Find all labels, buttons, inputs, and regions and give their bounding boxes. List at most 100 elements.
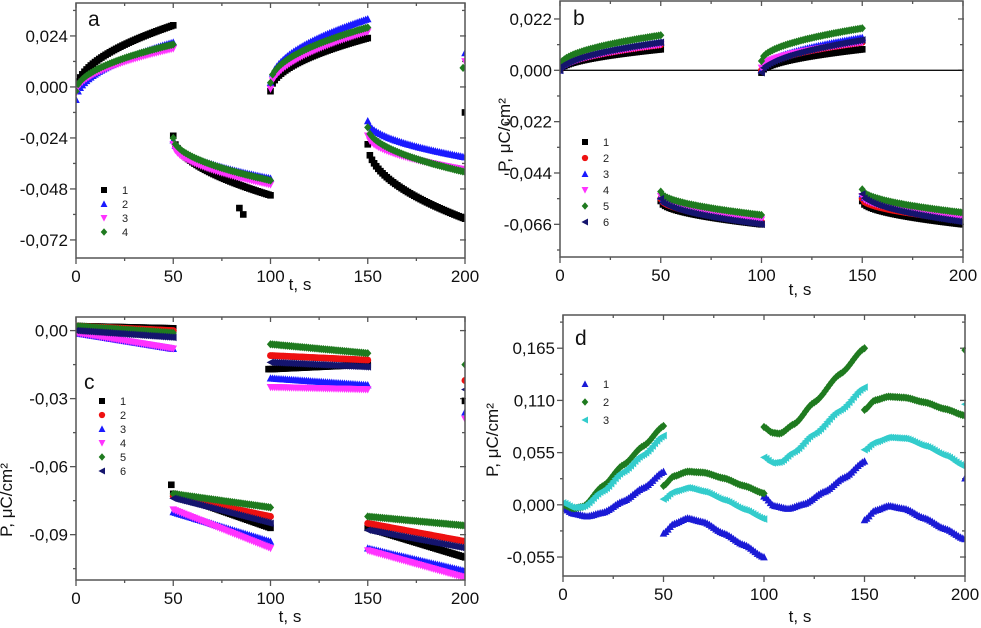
data-point-series-6: [169, 333, 177, 342]
data-point-series-6: [461, 546, 465, 551]
legend-label-6: 6: [120, 466, 126, 478]
data-point-series-4: [169, 133, 177, 143]
panel-d-axes: 0 50 100 150 200 0,165 0,110 0,055 0,000 -0,055: [507, 315, 979, 604]
data-point-series-2: [860, 344, 869, 353]
data-point-series-1: [657, 46, 665, 53]
data-point-series-1: [461, 215, 465, 222]
data-point-series-1: [236, 204, 243, 212]
legend-label-4: 4: [603, 185, 609, 197]
data-point-series-2: [76, 95, 80, 103]
legend-marker-1: [101, 187, 107, 193]
x-tick-label: 150: [354, 589, 382, 608]
data-point-series-3: [461, 408, 465, 416]
legend-marker-3: [100, 215, 108, 222]
data-point-series-1: [760, 553, 768, 561]
data-point-series-4: [363, 386, 372, 394]
legend-label-4: 4: [120, 438, 126, 450]
x-tick-label: 100: [256, 589, 284, 608]
y-tick-label: -0,048: [20, 180, 68, 199]
legend-marker-2: [581, 398, 589, 406]
data-point-series-4: [266, 544, 275, 553]
panel-d-frame: [562, 314, 966, 577]
y-tick-label: 0,024: [25, 27, 68, 46]
panel-c-ylabel: P, μC/cm²: [0, 463, 16, 537]
panel-c-xlabel: t, s: [279, 607, 302, 626]
panel-d-letter: d: [575, 327, 587, 350]
panel-a-letter: a: [88, 8, 100, 31]
legend-marker-5: [98, 453, 106, 461]
legend-label-3: 3: [603, 169, 609, 181]
panel-a-xlabel: t, s: [289, 275, 312, 294]
panel-b-frame: [559, 0, 964, 258]
legend-label-2: 2: [603, 153, 609, 165]
legend-marker-4: [581, 187, 589, 194]
y-tick-label: -0,044: [504, 164, 552, 183]
legend-marker-6: [581, 218, 588, 226]
data-point-series-1: [364, 141, 372, 148]
data-point-series-6: [858, 190, 866, 198]
y-tick-label: 0,000: [25, 78, 68, 97]
y-tick-label: -0,055: [507, 548, 555, 567]
data-point-series-1: [461, 109, 465, 116]
series-3: [563, 383, 965, 523]
data-point-series-4: [364, 23, 372, 32]
x-tick-label: 50: [654, 585, 673, 604]
panel-c-letter: c: [84, 371, 95, 394]
data-point-series-5: [657, 31, 665, 40]
legend-marker-1: [581, 380, 589, 387]
data-point-series-4: [364, 123, 372, 132]
data-point-series-1: [659, 467, 668, 475]
x-tick-label: 200: [951, 585, 979, 604]
data-point-series-2: [461, 48, 465, 57]
series-6: [560, 36, 963, 229]
legend-marker-2: [98, 411, 106, 419]
x-tick-label: 50: [651, 266, 670, 285]
x-tick-label: 200: [949, 266, 977, 285]
data-point-series-1: [267, 524, 274, 532]
y-tick-label: -0,072: [20, 231, 68, 250]
legend-label-2: 2: [603, 397, 609, 409]
legend-marker-2: [100, 200, 108, 207]
legend-label-6: 6: [603, 217, 609, 229]
data-point-series-1: [168, 481, 175, 489]
data-point-series-6: [656, 194, 665, 203]
x-tick-label: 200: [451, 267, 479, 286]
panel-b-ylabel-group: P, μC/cm²: [495, 98, 514, 172]
data-point-series-2: [760, 489, 768, 498]
x-tick-label: 0: [71, 589, 80, 608]
y-tick-label: -0,024: [20, 129, 68, 148]
legend-marker-6: [98, 467, 105, 475]
data-point-series-6: [858, 36, 866, 44]
data-point-series-4: [169, 345, 178, 353]
data-point-series-4: [461, 574, 465, 580]
legend-marker-3: [98, 425, 106, 432]
panel-b-legend: 1 2 3 4 5 6: [581, 137, 609, 229]
legend-label-4: 4: [122, 227, 128, 239]
data-point-series-1: [265, 365, 272, 373]
y-tick-label: 0,110: [514, 391, 555, 410]
x-tick-label: 150: [848, 266, 876, 285]
data-point-series-4: [78, 75, 86, 84]
data-point-series-6: [363, 363, 372, 371]
data-point-series-3: [760, 515, 768, 523]
series-2: [563, 344, 965, 513]
data-point-series-3: [266, 537, 275, 545]
data-point-series-5: [461, 521, 465, 530]
legend-marker-2: [581, 154, 589, 162]
data-point-series-3: [961, 464, 965, 469]
x-tick-label: 50: [164, 267, 183, 286]
y-tick-label: 0,000: [512, 496, 555, 515]
data-point-series-4: [266, 78, 275, 87]
data-point-series-6: [560, 66, 564, 75]
panel-c: 0 50 100 150 200 0,00 -0,03 -0,06 -0,09 c t, s P…: [0, 316, 479, 626]
x-tick-label: 0: [558, 585, 567, 604]
data-point-series-6: [757, 220, 765, 229]
data-point-series-3: [461, 566, 465, 575]
data-point-series-5: [266, 503, 275, 512]
panel-a-marks: [76, 14, 465, 222]
data-point-series-4: [461, 415, 465, 423]
legend-label-5: 5: [120, 452, 126, 464]
panel-a: 0 50 100 150 200 0,024 0,000 -0,024 -0,048 -0,072…: [20, 2, 479, 294]
x-tick-label: 100: [256, 267, 284, 286]
data-point-series-3: [461, 58, 465, 66]
